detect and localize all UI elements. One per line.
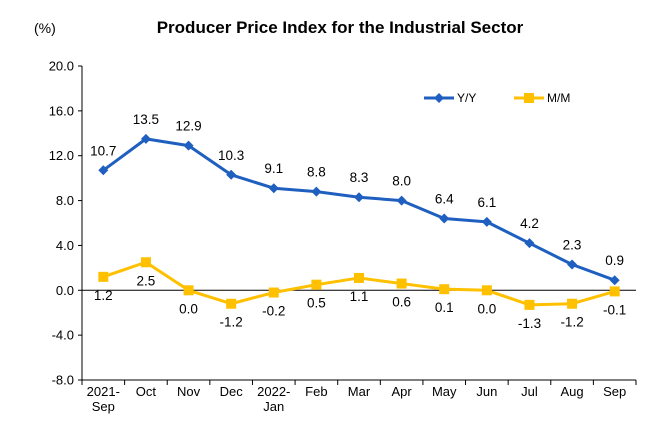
x-tick-label: Apr xyxy=(391,384,412,399)
x-tick-label: May xyxy=(432,384,457,399)
data-label: 10.3 xyxy=(218,148,244,163)
data-point xyxy=(183,285,194,296)
data-point xyxy=(354,272,364,283)
data-label: 1.1 xyxy=(350,289,369,304)
x-tick-label: 2021-Sep xyxy=(87,384,120,414)
y-tick-label: 16.0 xyxy=(49,103,74,118)
y-tick-label: 20.0 xyxy=(49,59,74,74)
data-point xyxy=(98,271,109,282)
data-label: 9.1 xyxy=(264,161,283,176)
y-tick-label: 0.0 xyxy=(56,283,74,298)
chart-title: Producer Price Index for the Industrial … xyxy=(157,18,524,37)
data-point xyxy=(609,275,620,286)
data-point xyxy=(140,133,151,144)
data-point xyxy=(481,216,492,227)
data-point xyxy=(524,238,535,249)
data-label: 0.9 xyxy=(605,253,624,268)
legend-marker xyxy=(434,93,444,103)
data-label: 12.9 xyxy=(175,119,201,134)
x-tick-label: Dec xyxy=(220,384,244,399)
data-label: 8.8 xyxy=(307,165,326,180)
legend: Y/Y M/M xyxy=(424,91,570,105)
data-point xyxy=(354,192,364,203)
data-label: 1.2 xyxy=(94,288,113,303)
series-m-m: 1.2 2.5 0.0 -1.2 -0.2 0.5 1.1 0.6 0.1 0.0 -1.3 -1.2… xyxy=(94,257,626,331)
data-point xyxy=(98,165,109,176)
series-y-y: 10.7 13.5 12.9 10.3 9.1 8.8 8.3 8.0 6.4 6.1 4.2 2.3… xyxy=(90,112,624,286)
data-label: 4.2 xyxy=(520,216,539,231)
legend-label: M/M xyxy=(547,91,570,105)
data-point xyxy=(226,169,237,180)
x-tick-label: Jun xyxy=(476,384,497,399)
data-label: 0.5 xyxy=(307,296,326,311)
data-label: 0.6 xyxy=(392,295,411,310)
data-point xyxy=(524,299,535,310)
data-point xyxy=(311,279,322,290)
data-point xyxy=(183,140,194,151)
data-label: 8.0 xyxy=(392,174,411,189)
x-tick-label: Feb xyxy=(305,384,327,399)
x-tick-label: Sep xyxy=(603,384,626,399)
data-label: -0.2 xyxy=(262,304,285,319)
data-label: 0.0 xyxy=(179,301,198,316)
data-point xyxy=(311,186,322,197)
x-tick-label: Nov xyxy=(177,384,201,399)
data-label: 0.1 xyxy=(435,300,454,315)
y-tick-label: 4.0 xyxy=(56,238,74,253)
legend-label: Y/Y xyxy=(457,91,476,105)
y-tick-label: -4.0 xyxy=(52,328,74,343)
data-point xyxy=(567,298,578,309)
data-label: 8.3 xyxy=(350,170,369,185)
data-label: 13.5 xyxy=(133,112,159,127)
y-tick-label: -8.0 xyxy=(52,373,74,388)
data-label: -1.3 xyxy=(518,316,541,331)
data-label: -1.2 xyxy=(560,315,583,330)
data-point xyxy=(268,183,279,194)
data-label: -1.2 xyxy=(220,315,243,330)
x-tick-label: Mar xyxy=(348,384,371,399)
data-point xyxy=(609,286,620,297)
data-label: 6.1 xyxy=(477,195,496,210)
data-label: 2.5 xyxy=(137,273,156,288)
y-tick-label: 12.0 xyxy=(49,148,74,163)
y-tick-label: 8.0 xyxy=(56,193,74,208)
data-point xyxy=(396,278,407,289)
data-point xyxy=(396,195,407,206)
legend-marker xyxy=(524,93,534,103)
data-point xyxy=(439,284,450,295)
x-tick-label: Jul xyxy=(521,384,538,399)
data-label: 0.0 xyxy=(477,301,496,316)
data-point xyxy=(226,298,237,309)
data-point xyxy=(481,285,492,296)
data-point xyxy=(268,287,279,298)
legend-item: M/M xyxy=(514,91,570,105)
plot-area: 10.7 13.5 12.9 10.3 9.1 8.8 8.3 8.0 6.4 6.1 4.2 2.3… xyxy=(90,112,626,331)
data-label: -0.1 xyxy=(603,302,626,317)
legend-item: Y/Y xyxy=(424,91,476,105)
axes: -8.0 -4.0 0.0 4.0 8.0 12.0 16.0 20.0 2021-Sep Oct… xyxy=(49,59,637,414)
data-label: 2.3 xyxy=(563,237,582,252)
data-point xyxy=(567,259,578,270)
data-point xyxy=(439,213,450,224)
data-label: 10.7 xyxy=(90,143,116,158)
x-tick-label: 2022-Jan xyxy=(257,384,290,414)
data-point xyxy=(140,257,151,268)
x-tick-label: Oct xyxy=(136,384,157,399)
data-label: 6.4 xyxy=(435,192,454,207)
y-unit-label: (%) xyxy=(34,20,56,36)
x-tick-label: Aug xyxy=(561,384,584,399)
series-line xyxy=(102,137,616,282)
